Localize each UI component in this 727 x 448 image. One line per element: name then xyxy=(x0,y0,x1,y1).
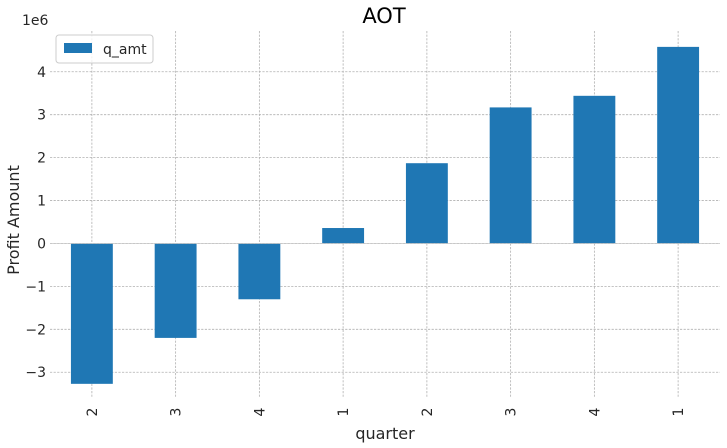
y-tick-label: 4 xyxy=(37,65,46,81)
x-tick-label: 1 xyxy=(336,408,352,417)
x-tick-labels: 2 3 4 1 2 3 4 1 xyxy=(85,407,687,416)
x-tick-label: 2 xyxy=(85,408,101,417)
bar xyxy=(70,243,113,384)
y-tick-label: 2 xyxy=(37,151,46,167)
y-axis-title: Profit Amount xyxy=(4,165,23,275)
legend-label: q_amt xyxy=(103,42,147,58)
x-tick-label: 3 xyxy=(504,408,520,417)
y-tick-label: −3 xyxy=(25,365,46,381)
y-tick-label: 3 xyxy=(37,108,46,124)
bar xyxy=(657,46,700,244)
x-tick-label: 4 xyxy=(587,407,603,416)
chart-title: AOT xyxy=(362,4,406,28)
y-tick-labels: −3 −2 −1 0 1 2 3 4 xyxy=(25,65,46,381)
legend-box xyxy=(55,34,154,64)
y-tick-label: −1 xyxy=(25,279,46,295)
bar xyxy=(405,163,448,244)
y-tick-label: −2 xyxy=(25,322,46,338)
legend: q_amt xyxy=(55,34,154,64)
y-tick-label: 0 xyxy=(37,236,46,252)
x-tick-label: 4 xyxy=(252,407,268,416)
bars xyxy=(70,46,700,384)
bar xyxy=(154,243,197,338)
x-tick-label: 2 xyxy=(420,408,436,417)
bar xyxy=(573,95,616,244)
bar xyxy=(322,228,365,244)
bar xyxy=(489,107,532,244)
legend-swatch xyxy=(64,43,92,53)
y-tick-label: 1 xyxy=(37,194,46,210)
x-tick-label: 1 xyxy=(671,408,687,417)
grid-lines xyxy=(50,31,720,398)
y-offset-label: 1e6 xyxy=(22,13,49,29)
x-tick-label: 3 xyxy=(169,408,185,417)
x-axis-title: quarter xyxy=(355,424,415,443)
bar xyxy=(238,243,281,300)
